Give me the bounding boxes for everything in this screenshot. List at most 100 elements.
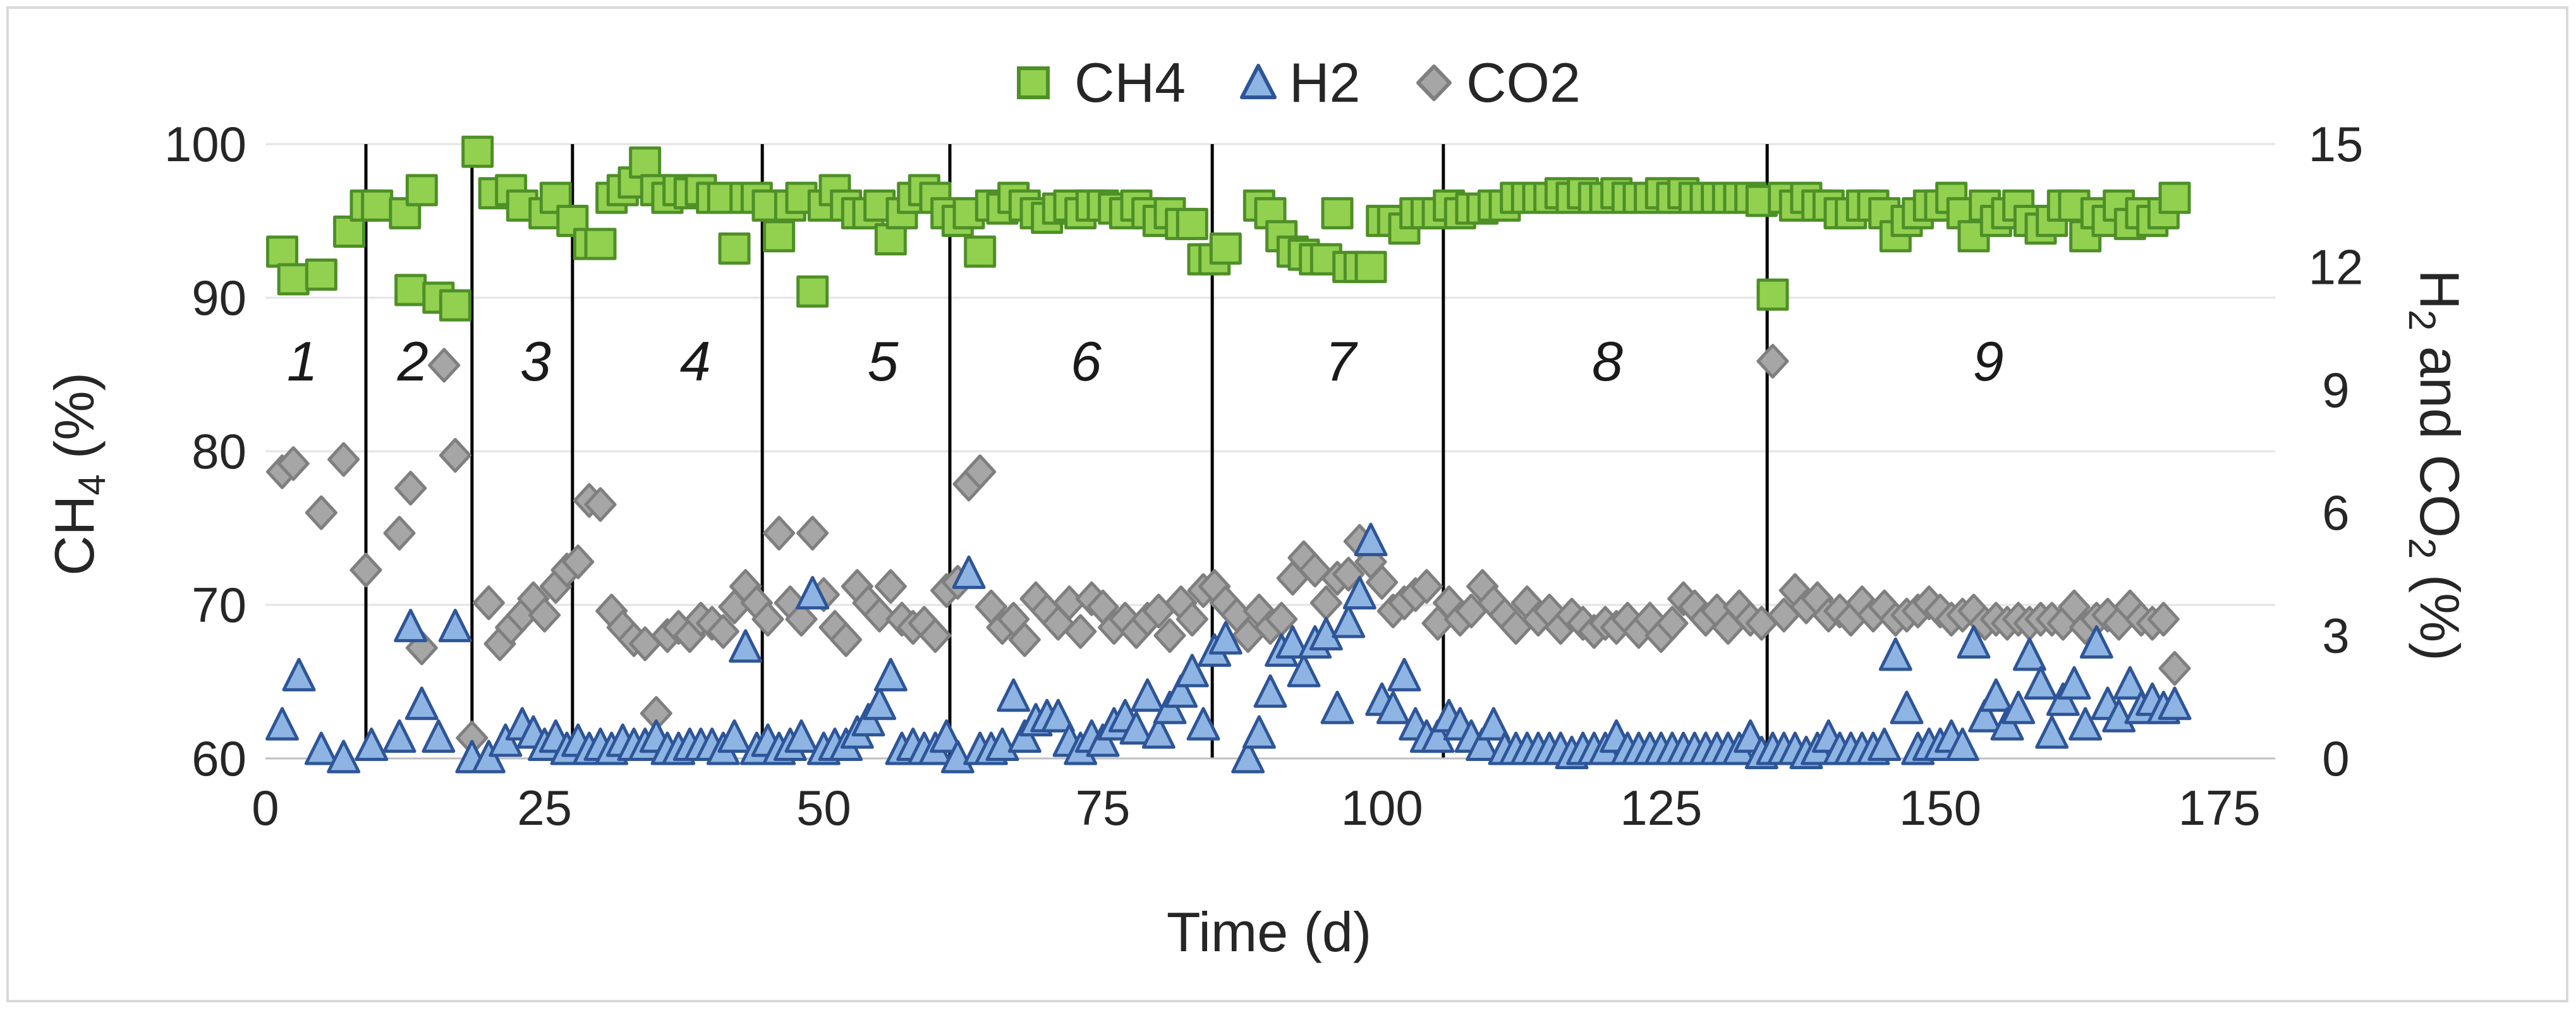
h2-point [404, 686, 439, 721]
x-tick-label: 75 [1076, 780, 1131, 836]
h2-point [784, 719, 818, 753]
co2-point [584, 487, 617, 522]
x-tick-label: 150 [1899, 780, 1981, 836]
co2-point [349, 552, 382, 588]
h2-point [1175, 654, 1209, 688]
co2-point [919, 618, 952, 654]
ch4-point [556, 205, 589, 237]
series-ch4 [266, 135, 2191, 322]
y-right-label-p1: H [2409, 269, 2471, 310]
series-h2 [265, 523, 2192, 774]
h2-point [1376, 690, 1410, 724]
co2-point [1008, 622, 1041, 657]
h2-point [729, 629, 763, 663]
h2-point [1354, 523, 1388, 557]
h2-point [422, 719, 456, 753]
phase-label: 6 [1071, 330, 1102, 392]
figure-frame [6, 6, 2568, 1002]
h2-point [2002, 690, 2036, 724]
co2-point [277, 446, 310, 481]
ch4-point [277, 263, 310, 296]
h2-point [1231, 739, 1265, 774]
h2-point [304, 731, 338, 765]
h2-point [1253, 674, 1287, 708]
h2-point [1332, 604, 1366, 638]
co2-point [863, 597, 896, 633]
co2-point [751, 602, 784, 637]
x-tick-label: 25 [517, 780, 572, 836]
ch4-point [2158, 181, 2191, 214]
h2-point [1387, 657, 1421, 691]
h2-point [1979, 678, 2013, 712]
ch4-point [333, 216, 365, 248]
y-left-tick-label: 80 [191, 423, 246, 479]
h2-point [1968, 698, 2002, 733]
h2-point [438, 609, 472, 643]
co2-point [439, 437, 471, 473]
ch4-point [439, 289, 471, 322]
ch4-point [1176, 207, 1208, 240]
ch4-point [266, 235, 298, 268]
ch4-point [629, 146, 662, 179]
phase-label: 9 [1972, 330, 2003, 392]
h2-point [1131, 678, 1165, 712]
co2-point [1153, 618, 1186, 654]
ch4-point [394, 274, 427, 307]
h2-point [997, 678, 1031, 712]
ch4-point [584, 228, 617, 260]
co2-point [305, 495, 337, 530]
h2-point [1208, 621, 1242, 655]
ch4-point [1756, 278, 1789, 311]
co2-point [874, 569, 907, 604]
h2-point [1287, 654, 1321, 688]
h2-point [1320, 690, 1354, 724]
h2-point [282, 657, 316, 691]
ch4-point [874, 223, 907, 256]
phase-label: 4 [680, 330, 711, 392]
h2-point [2113, 666, 2147, 700]
co2-point [763, 516, 796, 551]
y-left-label-sub: 4 [71, 474, 113, 495]
h2-point [1957, 625, 1991, 659]
x-tick-label: 175 [2178, 780, 2261, 836]
ch4-point [796, 275, 829, 308]
co2-point [1176, 602, 1208, 637]
h2-point [1878, 637, 1912, 671]
h2-point [1868, 727, 1902, 762]
h2-point [1041, 698, 1075, 733]
y-left-tick-label: 90 [191, 270, 246, 326]
series-co2 [266, 343, 2191, 756]
x-tick-label: 100 [1341, 780, 1423, 836]
co2-point [428, 348, 461, 383]
co2-point [383, 516, 416, 551]
phase-labels: 1 2 3 4 5 6 7 8 9 [287, 330, 2004, 392]
co2-point [2147, 602, 2180, 637]
ch4-point [461, 135, 494, 168]
y-right-label-s1: 2 [2401, 310, 2443, 331]
h2-point [327, 739, 361, 774]
co2-point [394, 470, 427, 506]
ch4-point [863, 189, 896, 222]
y-right-tick-label: 6 [2322, 485, 2349, 540]
h2-point [355, 727, 389, 762]
legend-ch4-marker [1017, 66, 1050, 99]
h2-point [394, 609, 428, 643]
h2-point [2079, 625, 2113, 659]
h2-point [1476, 707, 1510, 741]
h2-point [1119, 711, 1153, 745]
co2-point [1756, 343, 1789, 379]
ch4-point [763, 220, 796, 253]
y-axis-left-label: CH4 (%) [43, 372, 113, 576]
h2-point [1164, 674, 1198, 708]
co2-point [528, 597, 561, 633]
y-right-tick-label: 15 [2309, 116, 2364, 172]
h2-point [796, 576, 830, 610]
h2-point [265, 707, 299, 741]
phase-label: 3 [520, 330, 551, 392]
legend-ch4-label: CH4 [1074, 51, 1186, 114]
h2-point [2012, 637, 2046, 671]
x-tick-label: 0 [252, 780, 279, 836]
x-tick-label: 50 [796, 780, 851, 836]
